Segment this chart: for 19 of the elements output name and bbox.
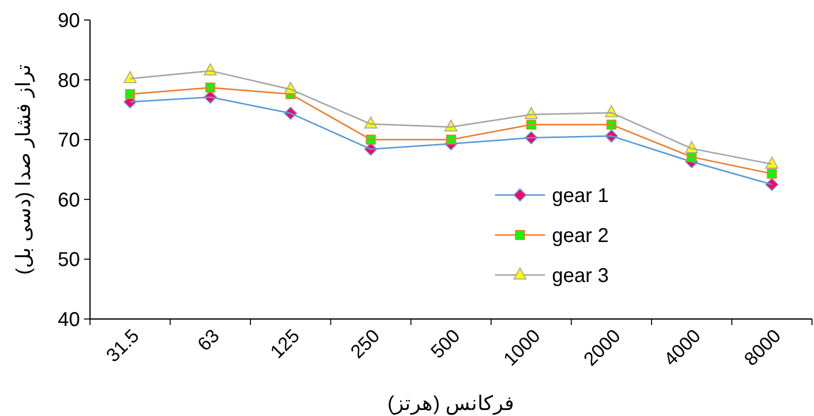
x-axis-title: فرکانس (هرتز) bbox=[388, 393, 514, 415]
y-tick-label: 60 bbox=[58, 189, 80, 212]
y-tick-label: 40 bbox=[58, 309, 80, 331]
y-tick-label: 50 bbox=[58, 249, 80, 272]
legend-label: gear 3 bbox=[552, 265, 609, 287]
x-tick-label: 500 bbox=[427, 326, 465, 363]
y-tick-label: 80 bbox=[58, 70, 80, 92]
x-tick-label: 63 bbox=[194, 326, 224, 356]
x-tick-label: 250 bbox=[347, 326, 384, 363]
point bbox=[766, 168, 777, 179]
x-tick-label: 125 bbox=[266, 326, 304, 363]
y-tick-label: 90 bbox=[58, 10, 80, 32]
point bbox=[124, 71, 137, 84]
legend-label: gear 2 bbox=[552, 225, 609, 247]
y-tick-label: 70 bbox=[58, 130, 80, 152]
point bbox=[125, 89, 136, 100]
legend-label: gear 1 bbox=[552, 185, 609, 207]
point bbox=[765, 156, 778, 169]
y-axis-title: تراز فشار صدا (دسی بل) bbox=[13, 64, 35, 275]
